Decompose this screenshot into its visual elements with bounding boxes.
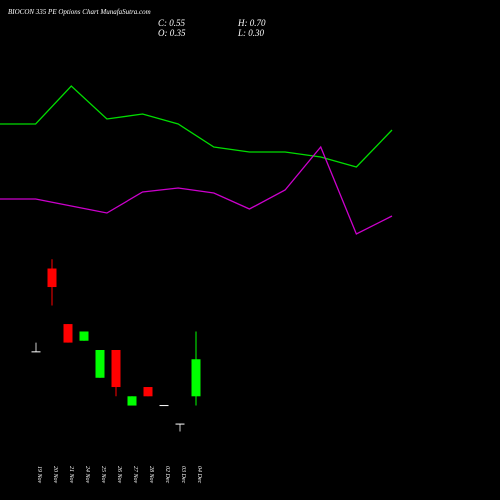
x-tick-label: 03 Dec: [180, 466, 186, 483]
candle-body: [63, 324, 73, 343]
candle-body: [79, 331, 89, 341]
line-series: [0, 85, 393, 168]
x-tick-label: 20 Nov: [52, 466, 58, 484]
x-tick-label: 04 Dec: [196, 466, 203, 483]
candle-body: [191, 359, 201, 397]
candle-body: [47, 268, 57, 288]
x-tick-label: 21 Nov: [68, 466, 74, 484]
candle-body: [143, 387, 153, 397]
line-series: [0, 145, 393, 235]
x-tick-label: 19 Nov: [36, 466, 42, 484]
chart-title: BIOCON 335 PE Options Chart MunafaSutra.…: [8, 8, 151, 16]
x-tick-label: 27 Nov: [132, 466, 138, 484]
x-tick-label: 25 Nov: [100, 466, 106, 484]
candle-body: [111, 350, 121, 388]
x-tick-label: 26 Nov: [116, 466, 122, 484]
x-tick-label: 02 Dec: [164, 466, 170, 483]
candle-body: [95, 350, 105, 378]
candle-body: [175, 423, 185, 425]
x-tick-label: 24 Nov: [84, 466, 91, 484]
ohlc-label: C: 0.55: [158, 18, 186, 28]
ohlc-label: H: 0.70: [237, 18, 266, 28]
ohlc-label: O: 0.35: [158, 28, 186, 38]
candle-body: [159, 405, 169, 407]
candle-body: [31, 351, 41, 353]
x-tick-label: 28 Nov: [148, 466, 154, 484]
ohlc-label: L: 0.30: [237, 28, 265, 38]
candle-body: [127, 396, 137, 406]
